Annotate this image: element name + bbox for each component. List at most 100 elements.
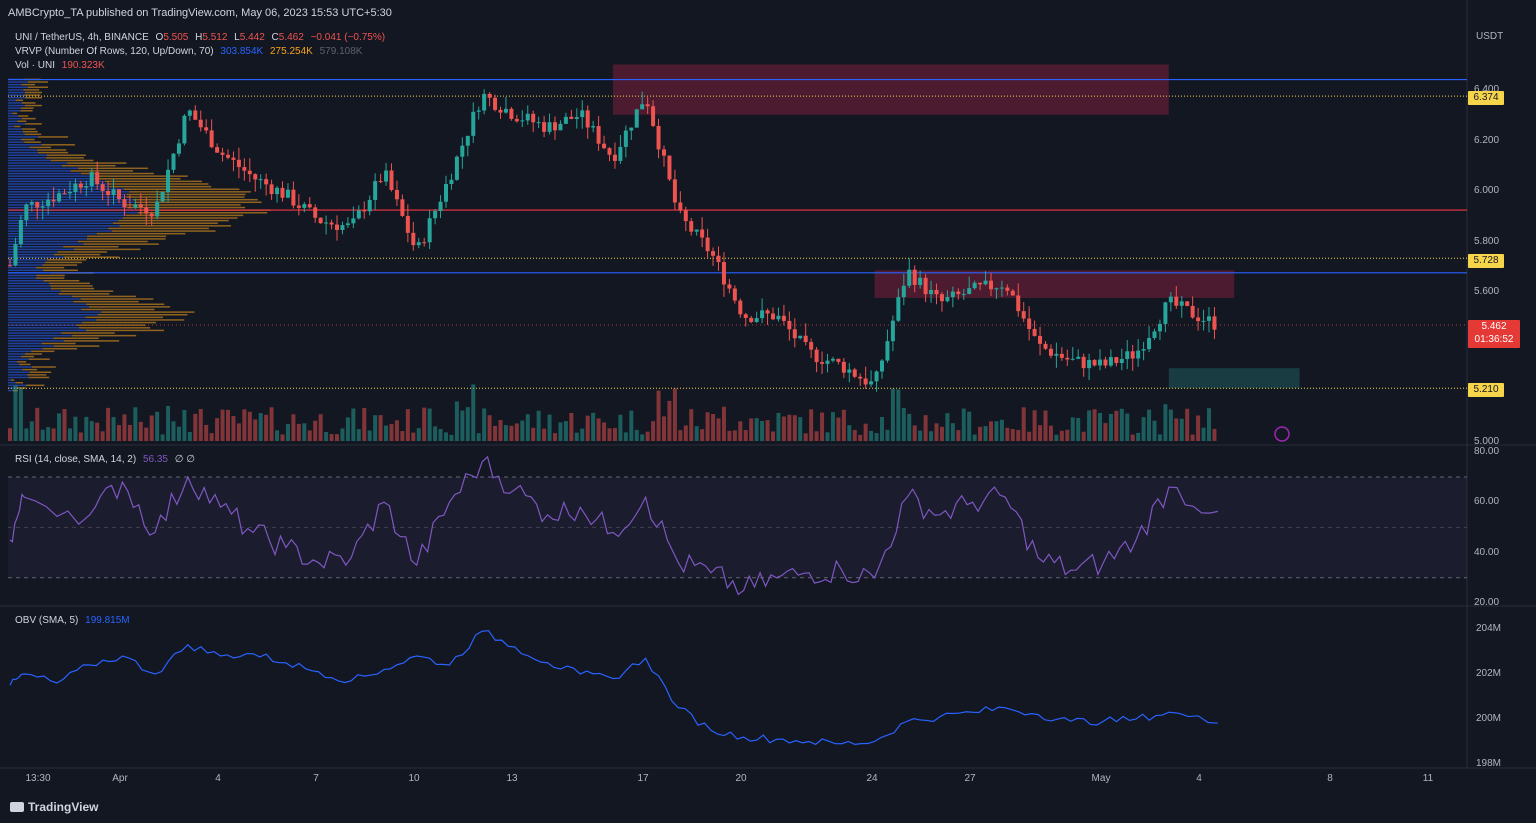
candle-body bbox=[831, 359, 835, 361]
candle-body bbox=[820, 362, 824, 364]
volume-bar bbox=[259, 413, 263, 441]
vrvp-up-bar bbox=[8, 335, 72, 337]
candle-body bbox=[1005, 288, 1009, 291]
volume-bar bbox=[400, 431, 404, 441]
candle-body bbox=[869, 381, 873, 384]
vrvp-down-bar bbox=[25, 353, 42, 355]
candle-body bbox=[826, 361, 830, 364]
vrvp-up-bar bbox=[8, 324, 77, 326]
volume-bar bbox=[379, 415, 383, 441]
vrvp-down-bar bbox=[62, 165, 116, 167]
vrvp-down-bar bbox=[51, 160, 94, 162]
vrvp-down-bar bbox=[21, 356, 34, 358]
volume-bar bbox=[973, 435, 977, 441]
vrvp-down-bar bbox=[77, 324, 146, 326]
vrvp-down-bar bbox=[96, 319, 184, 321]
vrvp-up-bar bbox=[8, 377, 29, 379]
volume-bar bbox=[199, 409, 203, 441]
volume-bar bbox=[706, 412, 710, 441]
candle-body bbox=[1147, 338, 1151, 349]
volume-bar bbox=[945, 413, 949, 441]
volume-bar bbox=[13, 385, 17, 441]
candle-body bbox=[144, 207, 148, 213]
tradingview-logo[interactable]: TradingView bbox=[10, 800, 98, 814]
candle-body bbox=[700, 230, 704, 238]
candle-body bbox=[411, 233, 415, 245]
vrvp-down-bar bbox=[50, 285, 92, 287]
volume-bar bbox=[1060, 431, 1064, 441]
candle-body bbox=[673, 179, 677, 202]
vrvp-up-bar bbox=[8, 304, 86, 306]
candle-body bbox=[35, 202, 39, 207]
volume-bar bbox=[460, 411, 464, 441]
volume-bar bbox=[177, 427, 181, 441]
candle-body bbox=[597, 126, 601, 144]
volume-bar bbox=[1158, 434, 1162, 441]
volume-bar bbox=[417, 428, 421, 441]
candle-body bbox=[542, 122, 546, 132]
vrvp-down-bar bbox=[28, 81, 48, 83]
volume-bar bbox=[515, 423, 519, 441]
vrvp-up-bar bbox=[8, 290, 61, 292]
vrvp-down-bar bbox=[22, 84, 36, 86]
time-tick: 4 bbox=[1196, 773, 1202, 784]
vrvp-down-bar bbox=[89, 306, 170, 308]
vrvp-down-bar bbox=[11, 379, 14, 381]
volume-bar bbox=[395, 420, 399, 441]
vrvp-up-bar bbox=[8, 162, 67, 164]
vrvp-down-bar bbox=[85, 317, 162, 319]
volume-bar bbox=[133, 407, 137, 441]
low-value: 5.442 bbox=[240, 32, 265, 43]
volume-bar bbox=[390, 424, 394, 441]
candle-body bbox=[1185, 301, 1189, 306]
time-tick: 20 bbox=[735, 773, 746, 784]
high-value: 5.512 bbox=[202, 32, 227, 43]
volume-bar bbox=[1125, 414, 1129, 441]
candle-body bbox=[706, 238, 710, 252]
candle-body bbox=[978, 283, 982, 285]
volume-bar bbox=[406, 409, 410, 441]
tradingview-icon bbox=[10, 802, 24, 812]
vrvp-up-bar bbox=[8, 267, 36, 269]
volume-bar bbox=[330, 434, 334, 441]
volume-bar bbox=[35, 408, 39, 441]
volume-bar bbox=[787, 415, 791, 441]
volume-bar bbox=[1011, 429, 1015, 441]
volume-bar bbox=[155, 412, 159, 441]
volume-bar bbox=[520, 421, 524, 441]
candle-body bbox=[504, 109, 508, 113]
candle-body bbox=[340, 225, 344, 230]
candle-body bbox=[188, 110, 192, 115]
candle-body bbox=[853, 369, 857, 376]
vrvp-down-bar bbox=[43, 348, 78, 350]
vrvp-up-bar bbox=[8, 241, 78, 243]
obv-tick: 198M bbox=[1476, 758, 1501, 769]
volume-bar bbox=[275, 430, 279, 441]
vrvp-up-bar bbox=[8, 131, 23, 133]
volume-bar bbox=[858, 435, 862, 441]
candle-body bbox=[455, 157, 459, 180]
candle-body bbox=[515, 119, 519, 121]
vrvp-down-bar bbox=[108, 228, 208, 230]
candle-body bbox=[798, 336, 802, 338]
vrvp-down-bar bbox=[58, 251, 108, 253]
volume-bar bbox=[248, 412, 252, 441]
vrvp-up-bar bbox=[8, 322, 82, 324]
volume-bar bbox=[340, 429, 344, 441]
volume-bar bbox=[346, 417, 350, 441]
candle-body bbox=[755, 318, 759, 322]
rsi-value: 56.35 bbox=[143, 454, 168, 465]
vrvp-down-bar bbox=[30, 147, 52, 149]
volume-bar bbox=[727, 431, 731, 441]
volume-bar bbox=[313, 421, 317, 441]
candle-body bbox=[526, 114, 530, 121]
candle-body bbox=[842, 362, 846, 373]
candle-body bbox=[1016, 295, 1020, 311]
vrvp-down-bar bbox=[53, 338, 98, 340]
volume-bar bbox=[831, 412, 835, 441]
volume-bar bbox=[624, 432, 628, 441]
candle-body bbox=[733, 289, 737, 301]
volume-bar bbox=[1065, 430, 1069, 441]
candle-body bbox=[793, 329, 797, 338]
